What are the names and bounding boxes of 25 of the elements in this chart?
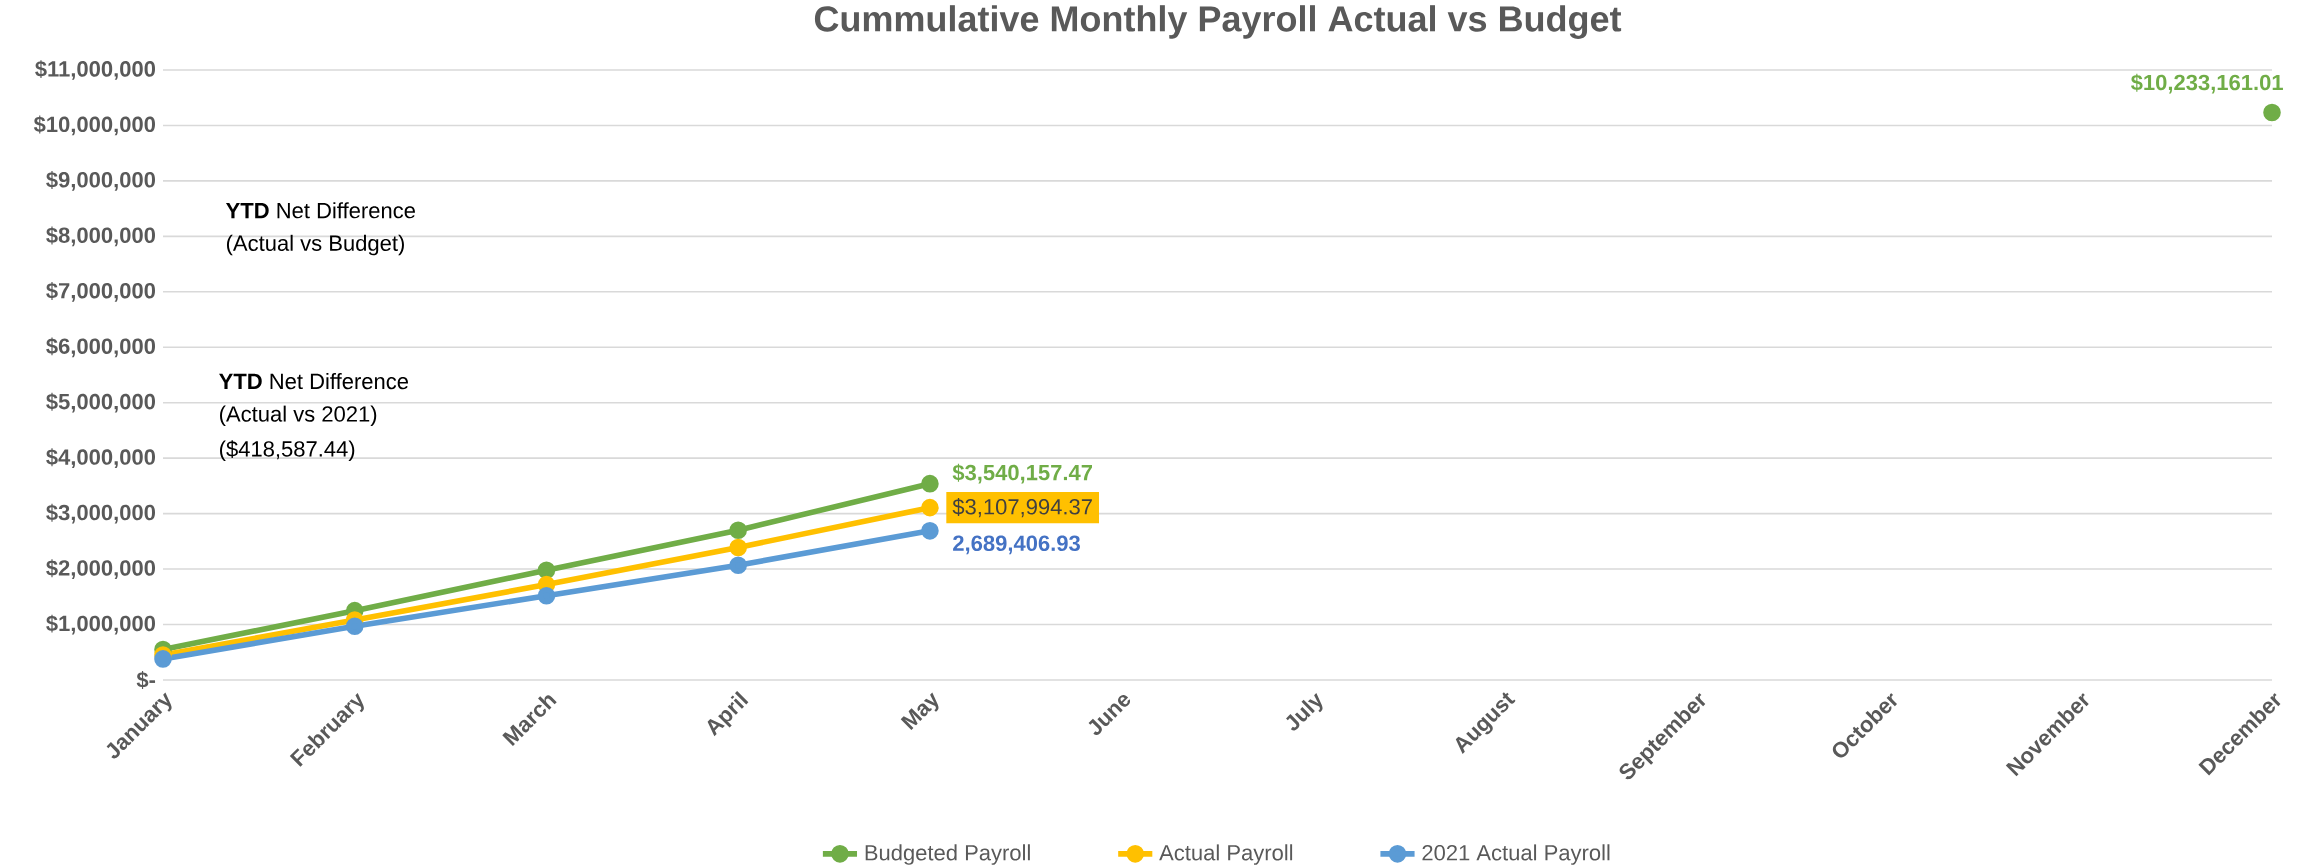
chart-title: Cummulative Monthly Payroll Actual vs Budget xyxy=(814,5,1622,39)
annotation: YTD Net Difference xyxy=(219,373,409,390)
y-tick-label: $7,000,000 xyxy=(46,281,156,302)
y-tick-label: $11,000,000 xyxy=(35,60,156,80)
annotation: YTD Net Difference xyxy=(225,202,415,219)
y-tick-label: $6,000,000 xyxy=(46,337,156,358)
data-label: 2,689,406.93 xyxy=(953,535,1080,555)
y-tick-label: $- xyxy=(136,671,156,689)
data-label: $3,107,994.37 xyxy=(952,498,1092,518)
y-tick-label: $2,000,000 xyxy=(46,559,156,579)
y-tick-label: $10,000,000 xyxy=(33,115,156,136)
legend-label: Actual Payroll xyxy=(1159,844,1293,865)
y-tick-label: $1,000,000 xyxy=(46,614,156,635)
y-tick-label: $3,000,000 xyxy=(46,503,156,524)
annotation: ($418,587.44) xyxy=(220,440,355,462)
data-label: $10,233,161.01 xyxy=(2130,73,2283,94)
y-tick-label: $9,000,000 xyxy=(46,171,156,191)
annotation: (Actual vs Budget) xyxy=(226,234,404,256)
annotation: (Actual vs 2021) xyxy=(220,405,377,427)
legend-label: 2021 Actual Payroll xyxy=(1422,844,1610,865)
data-label: $3,540,157.47 xyxy=(952,463,1093,484)
y-tick-label: $5,000,000 xyxy=(46,392,156,413)
y-tick-label: $4,000,000 xyxy=(46,448,156,469)
legend-label: Budgeted Payroll xyxy=(865,844,1030,865)
y-tick-label: $8,000,000 xyxy=(46,226,156,247)
